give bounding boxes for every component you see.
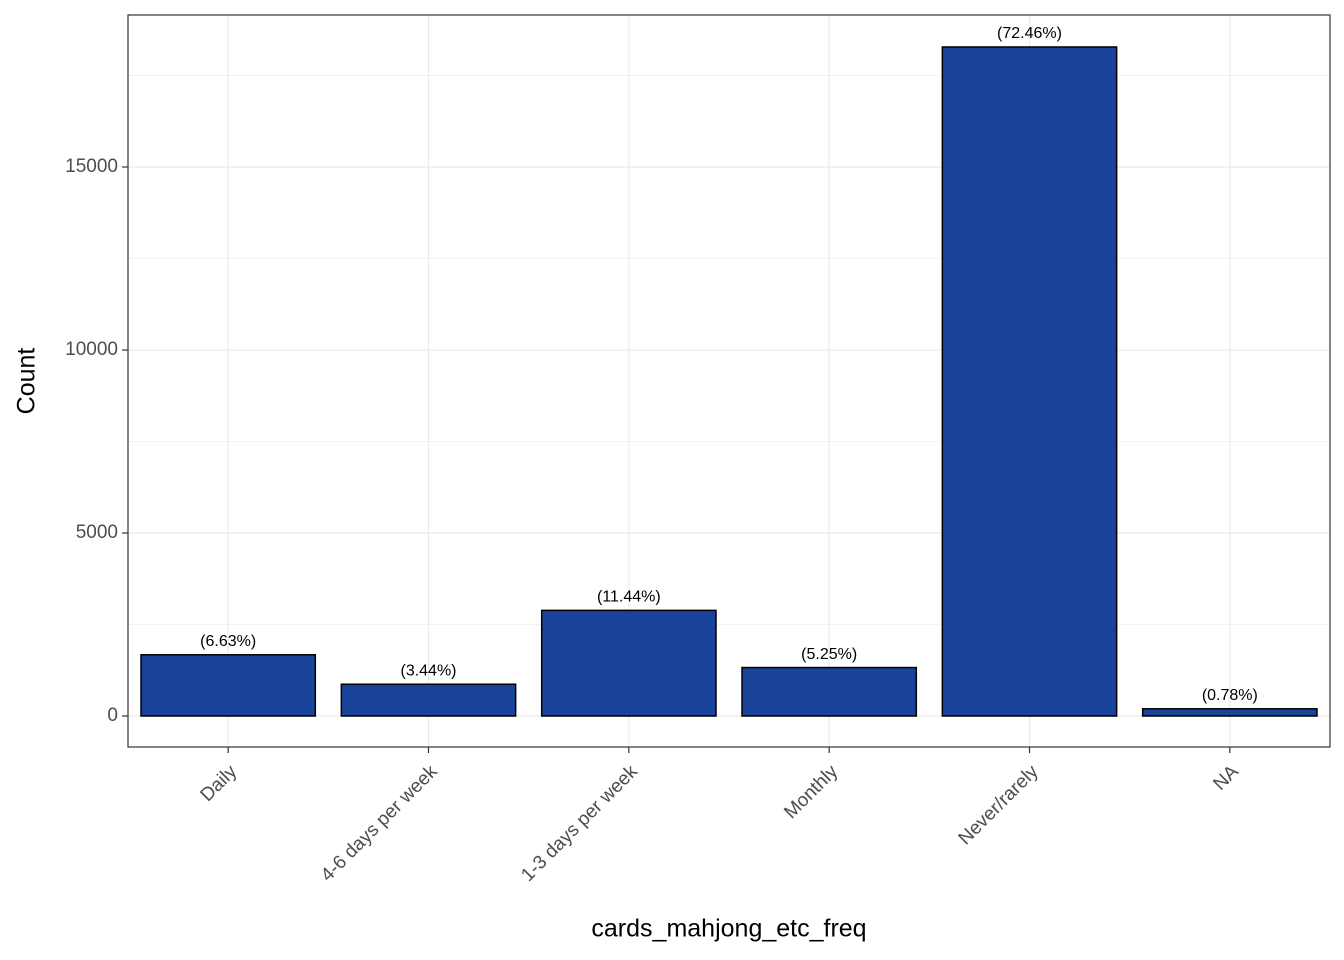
panel-border: [127, 14, 1331, 748]
bar-annotation: (11.44%): [597, 589, 661, 606]
bar: [741, 666, 918, 717]
bar: [1141, 708, 1318, 717]
bar: [140, 654, 317, 717]
x-tick-label: 4-6 days per week: [317, 761, 442, 886]
x-tick-label: NA: [1209, 761, 1243, 795]
marks: [140, 46, 1318, 717]
y-tick-label: 10000: [65, 339, 118, 360]
x-tick-label: Monthly: [780, 761, 842, 823]
y-axis-title: Count: [13, 348, 41, 415]
x-axis-title: cards_mahjong_etc_freq: [591, 915, 866, 943]
bar-annotation: (5.25%): [801, 646, 857, 663]
x-tick-label: Never/rarely: [955, 761, 1043, 849]
bar: [941, 46, 1118, 717]
bar-annotation: (0.78%): [1202, 687, 1258, 704]
y-tick-label: 15000: [65, 156, 118, 177]
bar: [540, 609, 717, 717]
grid: [128, 15, 1330, 747]
bar-annotation: (6.63%): [200, 633, 256, 650]
bar-annotation: (3.44%): [400, 662, 456, 679]
y-tick-label: 0: [107, 705, 118, 726]
plot-panel: [128, 15, 1330, 747]
x-tick-label: 1-3 days per week: [517, 761, 642, 886]
y-tick-label: 5000: [76, 522, 118, 543]
bar-annotation: (72.46%): [997, 25, 1062, 42]
x-tick-label: Daily: [197, 761, 242, 806]
bar: [340, 683, 517, 717]
